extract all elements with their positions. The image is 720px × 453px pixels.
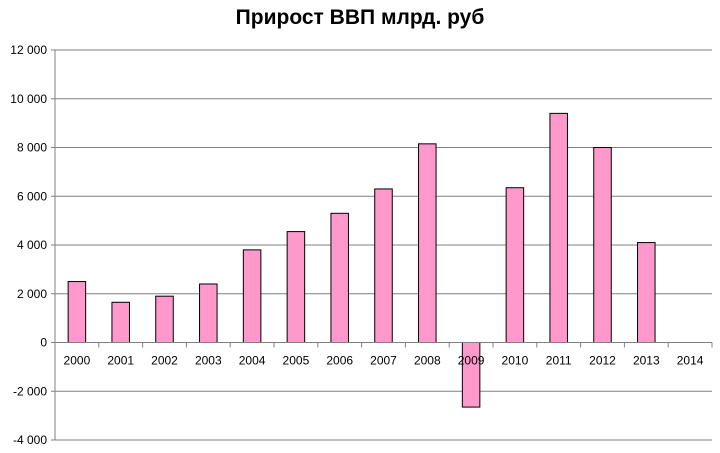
x-tick-label: 2004 [239,354,266,368]
bar [374,188,393,343]
x-tick-label: 2008 [414,354,441,368]
bar [637,242,656,343]
y-tick-label: 10 000 [10,92,47,106]
chart-title: Прирост ВВП млрд. руб [235,6,485,29]
bar [418,143,437,343]
bar [242,249,262,343]
y-tick-label: 0 [40,336,47,350]
y-tick-label: 6 000 [17,189,47,203]
bar [330,212,349,343]
x-tick-label: 2001 [107,354,134,368]
y-tick-label: 12 000 [10,43,47,57]
bar [593,147,612,343]
x-tick-label: 2012 [589,354,616,368]
y-tick-label: 8 000 [17,141,47,155]
bar [155,295,174,343]
x-tick-label: 2006 [326,354,353,368]
bar [505,187,525,343]
bar [199,283,218,343]
y-tick-label: -4 000 [13,433,47,447]
x-tick-label: 2014 [677,354,704,368]
x-tick-label: 2011 [546,354,572,368]
x-tick-label: 2000 [64,354,91,368]
y-tick-label: 2 000 [17,287,47,301]
bar [461,342,481,408]
bar [111,301,130,343]
y-tick-label: -2 000 [13,384,47,398]
x-tick-label: 2002 [151,354,178,368]
x-tick-label: 2010 [502,354,529,368]
bar [286,231,306,343]
y-tick-label: 4 000 [17,238,47,252]
x-tick-label: 2009 [458,354,485,368]
bar [549,112,568,343]
x-tick-label: 2007 [370,354,397,368]
x-tick-label: 2013 [633,354,660,368]
x-tick-label: 2003 [195,354,222,368]
x-tick-label: 2005 [283,354,310,368]
bar [67,281,87,343]
